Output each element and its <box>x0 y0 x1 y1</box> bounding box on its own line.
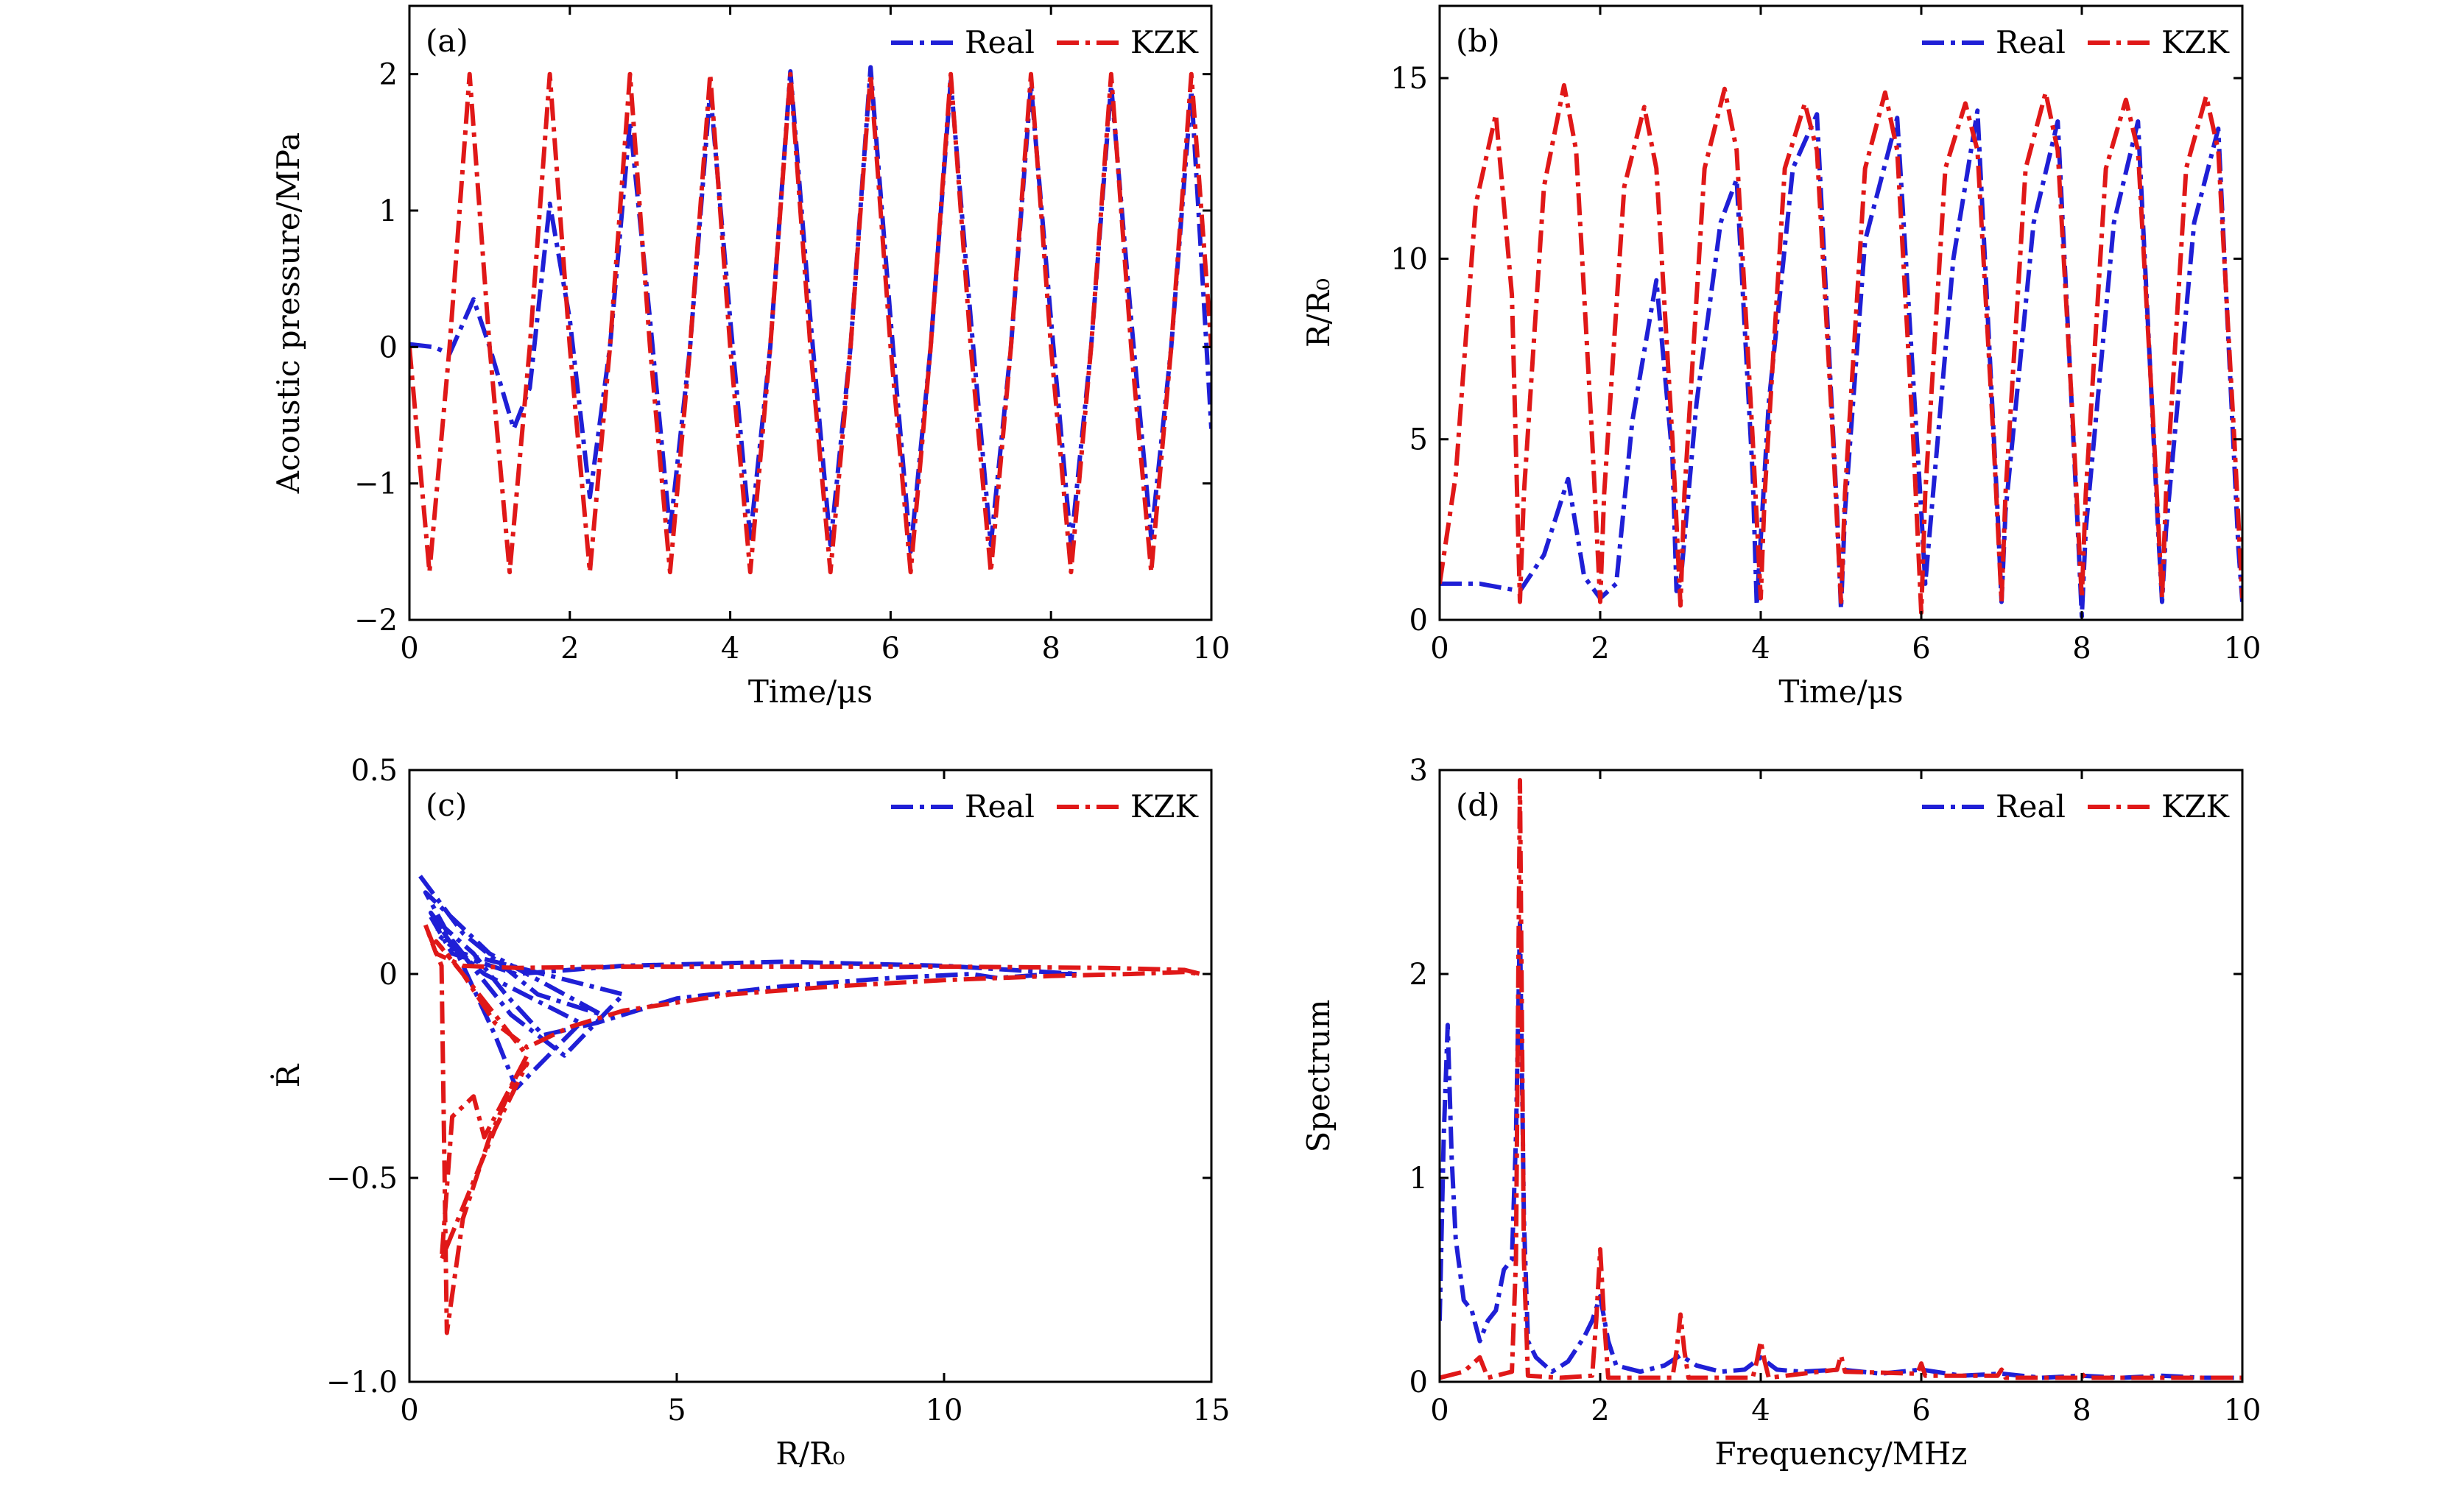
legend: Real KZK <box>891 788 1200 825</box>
y-tick-label: 1 <box>379 194 398 228</box>
x-tick-label: 8 <box>1041 632 1060 666</box>
series-real-line <box>418 875 1080 1091</box>
x-tick-label: 4 <box>721 632 739 666</box>
x-tick-label: 15 <box>1193 1394 1231 1427</box>
series-real-line <box>409 65 1211 554</box>
x-tick-label: 10 <box>926 1394 963 1427</box>
legend-label-kzk: KZK <box>1130 24 1200 60</box>
panel-tag: (d) <box>1456 787 1500 823</box>
axes-frame <box>408 4 1213 621</box>
panel-d: 0 2 4 6 8 10 0 1 2 3 Frequency/MHz Spectrum (d) Real K… <box>1300 754 2261 1472</box>
y-tick-label: 10 <box>1390 242 1428 276</box>
y-tick-label: 0 <box>1409 1366 1428 1400</box>
x-tick-label: 8 <box>2072 1394 2091 1427</box>
panel-b: 0 2 4 6 8 10 0 5 10 15 Time/μs R/R₀ (b) Real KZK <box>1300 4 2261 710</box>
x-tick-label: 4 <box>1751 1394 1770 1427</box>
y-tick-label: 2 <box>1409 958 1428 992</box>
legend-label-kzk: KZK <box>2161 788 2231 825</box>
y-tick-label: 1 <box>1409 1162 1428 1196</box>
x-tick-label: 2 <box>1591 632 1609 666</box>
legend: Real KZK <box>1922 788 2231 825</box>
y-tick-label: 2 <box>379 58 398 92</box>
legend-label-real: Real <box>965 24 1035 60</box>
x-axis-label: Time/μs <box>748 674 873 710</box>
x-axis-label: Frequency/MHz <box>1714 1436 1967 1472</box>
legend: Real KZK <box>891 24 1200 60</box>
legend-label-kzk: KZK <box>2161 24 2231 60</box>
y-tick-label: 0 <box>1409 604 1428 638</box>
series-real-line <box>1440 108 2242 619</box>
y-tick-label: −1.0 <box>326 1366 398 1400</box>
y-tick-label: 0 <box>379 958 398 992</box>
x-tick-label: 10 <box>2224 632 2261 666</box>
x-tick-label: 0 <box>1430 632 1449 666</box>
x-tick-label: 2 <box>1591 1394 1609 1427</box>
series-kzk-line <box>1440 777 2242 1380</box>
legend-label-real: Real <box>1996 788 2066 825</box>
x-axis-label: Time/μs <box>1778 674 1903 710</box>
legend: Real KZK <box>1922 24 2231 60</box>
axes-frame <box>1438 4 2244 621</box>
y-tick-label: 0 <box>379 331 398 364</box>
axes-frame <box>408 769 1213 1383</box>
x-tick-label: 6 <box>881 632 900 666</box>
y-tick-label: 3 <box>1409 754 1428 788</box>
panel-c: 0 5 10 15 −1.0 −0.5 0 0.5 R/R₀ Ṙ (c) Real KZK <box>270 754 1230 1472</box>
x-tick-label: 2 <box>560 632 579 666</box>
y-tick-label: 0.5 <box>351 754 398 788</box>
y-tick-label: 5 <box>1409 423 1428 457</box>
y-tick-label: −0.5 <box>326 1162 398 1196</box>
series-real-line <box>1440 920 2242 1380</box>
series-kzk-line <box>1440 82 2242 615</box>
legend-label-real: Real <box>1996 24 2066 60</box>
panel-tag: (b) <box>1456 23 1500 59</box>
x-tick-label: 10 <box>1193 632 1231 666</box>
series-kzk-line <box>423 924 1203 1335</box>
panel-tag: (a) <box>426 23 468 59</box>
x-tick-label: 6 <box>1912 632 1930 666</box>
series-kzk-line <box>409 71 1211 575</box>
axes-frame <box>1438 769 2244 1383</box>
x-tick-label: 10 <box>2224 1394 2261 1427</box>
panel-tag: (c) <box>426 787 467 823</box>
y-axis-label: Ṙ <box>270 1063 306 1087</box>
y-axis-label: R/R₀ <box>1300 278 1337 347</box>
y-tick-label: 15 <box>1390 62 1428 96</box>
legend-label-kzk: KZK <box>1130 788 1200 825</box>
y-tick-label: −2 <box>354 604 398 638</box>
x-tick-label: 6 <box>1912 1394 1930 1427</box>
panel-a: 0 2 4 6 8 10 −2 −1 0 1 2 Time/μs Acoustic pressure/M… <box>270 4 1231 710</box>
x-tick-label: 5 <box>667 1394 686 1427</box>
x-tick-label: 8 <box>2072 632 2091 666</box>
x-tick-label: 0 <box>400 632 418 666</box>
x-tick-label: 0 <box>400 1394 418 1427</box>
x-tick-label: 4 <box>1751 632 1770 666</box>
x-axis-label: R/R₀ <box>775 1436 845 1472</box>
y-axis-label: Acoustic pressure/MPa <box>270 133 306 494</box>
legend-label-real: Real <box>965 788 1035 825</box>
y-tick-label: −1 <box>354 467 398 501</box>
x-tick-label: 0 <box>1430 1394 1449 1427</box>
y-axis-label: Spectrum <box>1300 1000 1337 1153</box>
